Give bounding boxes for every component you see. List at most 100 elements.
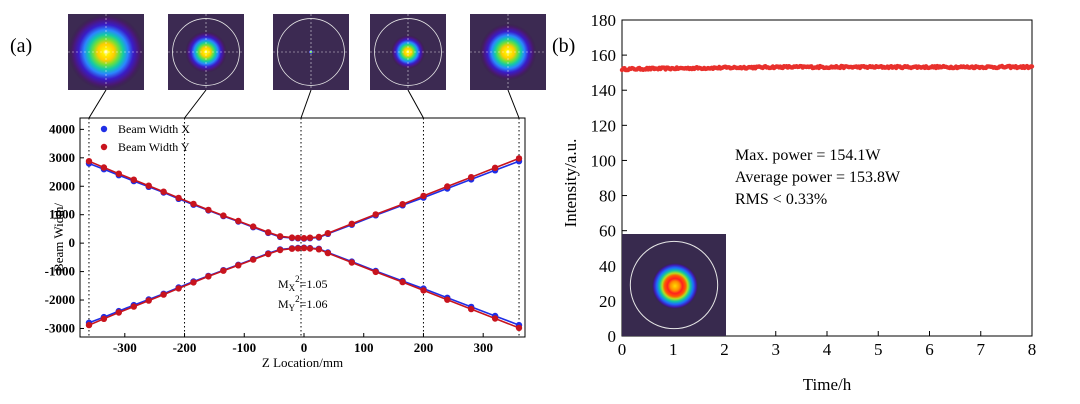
- data-point-y: [160, 188, 167, 195]
- x-tick-label: 5: [874, 340, 883, 359]
- data-point-y: [130, 176, 137, 183]
- legend-marker: [100, 143, 108, 151]
- m-squared-annotation: MY2=1.06: [278, 294, 327, 313]
- data-point-y: [175, 285, 182, 292]
- inset-connector-line: [184, 89, 207, 119]
- data-point-y: [130, 303, 137, 310]
- data-point-y: [145, 182, 152, 189]
- inset-connector-line: [88, 89, 107, 119]
- beam-spot: [651, 262, 699, 310]
- data-point-y: [190, 279, 197, 286]
- data-point-y: [265, 250, 272, 258]
- y-tick-label: 0: [69, 235, 76, 250]
- y-tick-label: 160: [591, 46, 617, 65]
- y-tick-label: 3000: [49, 150, 75, 165]
- x-tick-label: 6: [925, 340, 934, 359]
- data-point-y: [372, 211, 379, 218]
- x-tick-label: 0: [618, 340, 627, 359]
- legend-label: Beam Width X: [118, 122, 190, 136]
- y-axis-label: Beam Width/: [51, 203, 66, 272]
- x-tick-label: -300: [113, 340, 137, 355]
- beam-profile-inset: [273, 14, 349, 90]
- x-tick-label: 2: [720, 340, 729, 359]
- inset-aperture-circle: [374, 18, 442, 86]
- y-tick-label: 80: [599, 187, 616, 206]
- power-annotation: RMS < 0.33%: [735, 191, 827, 208]
- data-point-y: [515, 155, 523, 162]
- y-tick-label: 60: [599, 222, 616, 241]
- x-tick-label: 300: [473, 340, 493, 355]
- data-point-y: [145, 297, 152, 304]
- y-tick-label: 1000: [49, 207, 75, 222]
- y-tick-label: 4000: [49, 121, 75, 136]
- data-point-y: [324, 230, 332, 237]
- x-tick-label: 200: [414, 340, 434, 355]
- data-point-y: [300, 235, 308, 242]
- data-point-y: [235, 262, 242, 269]
- power-annotation: Max. power = 154.1W: [735, 147, 881, 164]
- data-point-y: [288, 245, 296, 252]
- x-tick-label: 0: [301, 340, 308, 355]
- data-point-y: [100, 164, 108, 171]
- inset-aperture-circle: [172, 18, 240, 86]
- legend-label: Beam Width Y: [118, 140, 190, 154]
- beam-profile-inset: [370, 14, 446, 90]
- y-tick-label: 0: [608, 327, 617, 346]
- power-data-point: [1029, 64, 1035, 69]
- inset-aperture-circle: [277, 18, 345, 86]
- x-tick-label: 4: [823, 340, 832, 359]
- data-point-y: [315, 246, 323, 253]
- data-point-y: [491, 315, 499, 322]
- y-tick-label: 140: [591, 81, 617, 100]
- inset-aperture-circle: [629, 240, 719, 330]
- fit-line-y: [88, 157, 520, 240]
- data-point-y: [100, 315, 108, 322]
- data-point-y: [205, 206, 212, 214]
- panel-a-label: (a): [10, 35, 32, 57]
- y-axis-label: Intensity/a.u.: [561, 139, 580, 228]
- y-tick-label: -2000: [45, 292, 75, 307]
- x-tick-label: 1: [669, 340, 678, 359]
- x-tick-label: -200: [173, 340, 197, 355]
- data-point-y: [515, 324, 523, 332]
- data-point-y: [265, 229, 272, 236]
- y-tick-label: 2000: [49, 178, 75, 193]
- data-point-y: [306, 234, 314, 241]
- data-point-y: [468, 305, 475, 313]
- data-point-y: [324, 249, 332, 257]
- data-point-y: [420, 192, 427, 200]
- data-point-y: [444, 296, 451, 303]
- y-tick-label: 120: [591, 116, 617, 135]
- data-point-y: [250, 223, 257, 230]
- data-point-y: [294, 234, 302, 242]
- data-point-y: [468, 174, 475, 181]
- panel-b-chart: 0 1 2 3 4 5 6 7 8020406080100120140160180Time/hI…: [561, 11, 1036, 394]
- data-point-y: [175, 194, 182, 202]
- x-axis-label: Z Location/mm: [262, 355, 343, 370]
- x-axis-label: Time/h: [803, 375, 852, 394]
- data-point-y: [85, 158, 93, 165]
- data-point-y: [235, 217, 242, 225]
- data-point-y: [300, 244, 308, 252]
- data-point-y: [372, 268, 379, 276]
- data-point-y: [115, 309, 123, 316]
- data-point-y: [294, 245, 302, 252]
- data-point-y: [250, 256, 257, 263]
- fit-line-y: [88, 247, 520, 329]
- data-point-y: [205, 273, 212, 280]
- y-tick-label: 180: [591, 11, 617, 30]
- x-tick-label: 100: [354, 340, 374, 355]
- data-point-y: [276, 246, 284, 254]
- plot-frame: [79, 117, 526, 338]
- data-point-y: [420, 287, 427, 294]
- x-tick-label: -100: [232, 340, 256, 355]
- data-point-y: [115, 170, 123, 177]
- data-point-y: [315, 233, 323, 241]
- data-point-y: [85, 321, 93, 329]
- beam-profile-inset: [622, 234, 726, 336]
- inset-connector-line: [300, 89, 312, 119]
- x-tick-label: 8: [1028, 340, 1037, 359]
- legend-marker: [100, 125, 108, 133]
- x-tick-label: 7: [977, 340, 986, 359]
